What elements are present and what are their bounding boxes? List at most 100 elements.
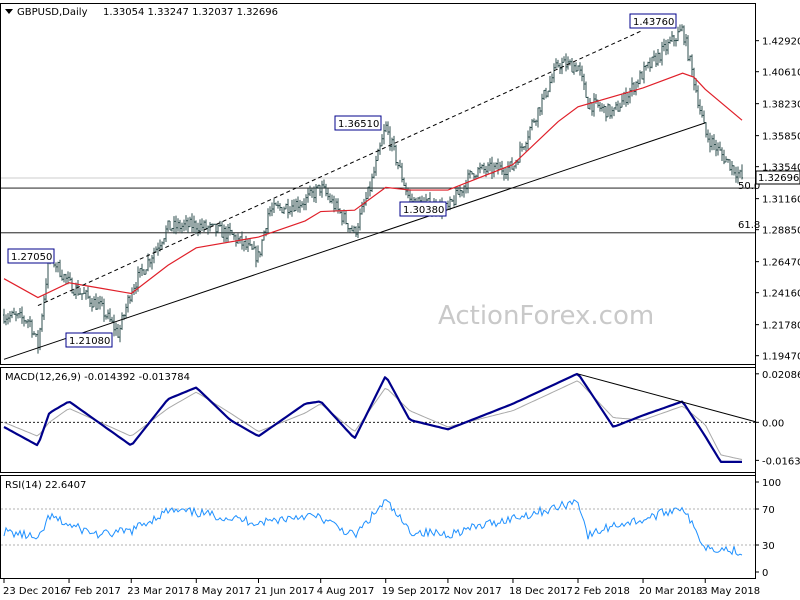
ohlc-bar	[121, 312, 123, 330]
ohlc-bar	[675, 38, 677, 47]
annotation-trough-2: 1.30380	[399, 201, 447, 217]
ohlc-bar	[737, 166, 739, 184]
ohlc-bar	[311, 188, 313, 198]
ohlc-bar	[223, 224, 225, 243]
ohlc-bar	[85, 289, 87, 300]
ohlc-bar	[573, 62, 575, 75]
ohlc-bar	[477, 167, 479, 178]
ohlc-bar	[543, 89, 545, 100]
ohlc-bar	[213, 223, 215, 226]
ohlc-bar	[101, 296, 103, 307]
price-header: GBPUSD,Daily 1.33054 1.33247 1.32037 1.3…	[5, 7, 278, 18]
ohlc-bar	[467, 169, 469, 194]
ohlc-bar	[217, 224, 219, 234]
ohlc-bar	[179, 219, 181, 232]
ohlc-values: 1.33054 1.33247 1.32037 1.32696	[103, 7, 278, 18]
ohlc-bar	[103, 298, 105, 322]
ohlc-bar	[285, 203, 287, 210]
ohlc-bar	[693, 67, 695, 91]
annotation-peak-2-label: 1.43760	[633, 17, 674, 28]
date-tick-label: 18 Dec 2017	[509, 586, 573, 597]
ohlc-bar	[139, 268, 141, 278]
ohlc-bar	[31, 319, 33, 338]
collapse-triangle-icon[interactable]	[5, 9, 13, 14]
ohlc-bar	[359, 208, 361, 231]
ohlc-bar	[105, 314, 107, 320]
ohlc-bar	[267, 208, 269, 234]
ohlc-bar	[465, 179, 467, 194]
ohlc-bar	[87, 286, 89, 299]
ohlc-bar	[481, 164, 483, 170]
ohlc-bar	[655, 52, 657, 68]
date-tick-label: 7 Feb 2017	[65, 586, 121, 597]
ohlc-bar	[181, 222, 183, 234]
ohlc-bar	[175, 215, 177, 235]
ohlc-bar	[89, 295, 91, 307]
ohlc-bar	[279, 203, 281, 211]
date-tick-label: 4 Aug 2017	[317, 586, 375, 597]
ohlc-bar	[717, 142, 719, 156]
ohlc-bar	[621, 94, 623, 108]
ohlc-bar	[389, 126, 391, 151]
ohlc-bar	[23, 315, 25, 327]
macd-tick-label: 0.00	[762, 418, 784, 429]
ohlc-bar	[61, 269, 63, 281]
ohlc-bar	[547, 90, 549, 98]
ohlc-bar	[607, 103, 609, 118]
ohlc-bar	[95, 293, 97, 310]
ohlc-bar	[251, 243, 253, 250]
trend-line-solid	[3, 122, 706, 360]
ohlc-bar	[261, 239, 263, 257]
ohlc-bar	[317, 184, 319, 189]
ohlc-bar	[629, 87, 631, 104]
ohlc-bar	[283, 206, 285, 214]
ohlc-bar	[65, 273, 67, 285]
ohlc-bar	[569, 59, 571, 66]
price-overlays	[3, 29, 743, 360]
ohlc-bar	[507, 161, 509, 181]
ohlc-bar	[641, 71, 643, 80]
ohlc-bar	[665, 39, 667, 56]
ohlc-bar	[521, 143, 523, 152]
ohlc-bar	[115, 322, 117, 336]
ohlc-bar	[301, 201, 303, 208]
ohlc-bar	[383, 124, 385, 145]
ohlc-bar	[43, 295, 45, 321]
ohlc-bar	[63, 273, 65, 283]
ohlc-bar	[305, 194, 307, 211]
ohlc-bar	[157, 242, 159, 256]
ohlc-bar	[449, 196, 451, 211]
ohlc-bar	[587, 96, 589, 109]
ohlc-bar	[227, 223, 229, 243]
ohlc-bar	[615, 101, 617, 111]
annotation-peak-3: 1.27050	[7, 248, 55, 264]
ohlc-bar	[577, 65, 579, 72]
ohlc-bar	[325, 183, 327, 197]
ohlc-bar	[385, 121, 387, 133]
ohlc-bar	[249, 238, 251, 247]
ohlc-bar	[479, 162, 481, 174]
symbol-label: GBPUSD,Daily	[17, 7, 88, 18]
annotation-peak-1: 1.36510	[334, 115, 382, 131]
ohlc-bar	[307, 188, 309, 203]
ohlc-bar	[145, 269, 147, 275]
ohlc-bar	[565, 53, 567, 72]
ohlc-bar	[373, 166, 375, 179]
ohlc-bar	[535, 119, 537, 126]
ohlc-bar	[73, 288, 75, 296]
ohlc-bar	[137, 266, 139, 292]
annotation-peak-1-label: 1.36510	[338, 119, 379, 130]
price-tick-label: 1.24160	[762, 289, 800, 300]
ohlc-bar	[221, 221, 223, 238]
ohlc-bar	[59, 259, 61, 278]
ohlc-bar	[495, 162, 497, 170]
ohlc-bar	[367, 186, 369, 200]
ohlc-bar	[603, 104, 605, 114]
ohlc-bar	[653, 50, 655, 62]
ohlc-bar	[315, 184, 317, 204]
ohlc-bar	[501, 160, 503, 175]
ohlc-bar	[271, 202, 273, 217]
ohlc-bar	[329, 193, 331, 204]
ohlc-bar	[453, 195, 455, 207]
ohlc-bar	[253, 241, 255, 250]
